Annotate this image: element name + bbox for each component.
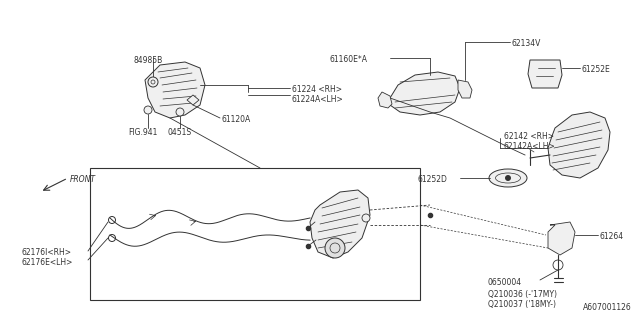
Polygon shape [548,222,575,255]
Text: 61264: 61264 [600,232,624,241]
Text: Q210036 (-'17MY): Q210036 (-'17MY) [488,290,557,299]
Polygon shape [145,62,205,118]
Polygon shape [378,92,392,108]
Text: 61252E: 61252E [582,65,611,74]
Text: 62142A<LH>: 62142A<LH> [504,142,556,151]
Text: 62142 <RH>: 62142 <RH> [504,132,554,141]
Text: Q210037 ('18MY-): Q210037 ('18MY-) [488,300,556,309]
Circle shape [144,106,152,114]
Polygon shape [548,112,610,178]
Circle shape [362,214,370,222]
Text: 62176I<RH>: 62176I<RH> [22,248,72,257]
Polygon shape [310,190,370,258]
Text: FRONT: FRONT [70,175,96,184]
Polygon shape [528,60,562,88]
Circle shape [176,108,184,116]
Text: 0451S: 0451S [168,128,192,137]
Text: 62176E<LH>: 62176E<LH> [22,258,74,267]
Text: A607001126: A607001126 [583,303,632,312]
Circle shape [505,175,511,181]
Polygon shape [187,95,199,105]
Text: FIG.941: FIG.941 [128,128,157,137]
Text: 61224A<LH>: 61224A<LH> [292,95,344,104]
Ellipse shape [489,169,527,187]
Circle shape [325,238,345,258]
Text: 61160E*A: 61160E*A [330,55,368,64]
Polygon shape [458,80,472,98]
Text: 61224 <RH>: 61224 <RH> [292,85,342,94]
Text: 62134V: 62134V [512,39,541,48]
Circle shape [148,77,158,87]
Text: 0650004: 0650004 [488,278,522,287]
Polygon shape [390,72,460,115]
Bar [90,168,420,300]
Text: 61252D: 61252D [418,175,448,184]
Text: 84985B: 84985B [133,56,163,65]
Text: 61120A: 61120A [222,115,252,124]
